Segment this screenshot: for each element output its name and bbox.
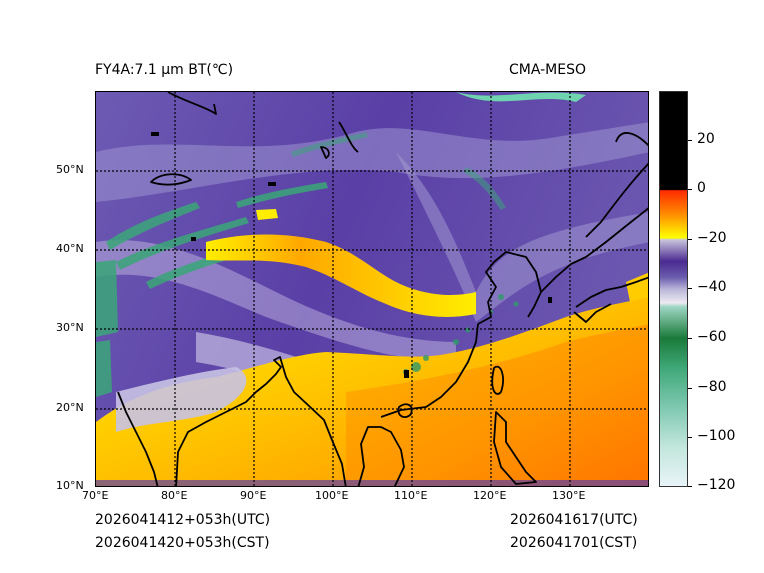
map-title: FY4A:7.1 µm BT(℃) [95, 62, 234, 78]
lat-tick-10n: 10°N [56, 479, 84, 492]
cb-tick-mark-minus120 [688, 486, 692, 487]
map-plot [95, 91, 649, 487]
cb-tick-minus120: −120 [697, 477, 736, 493]
colorbar-gradient [660, 92, 687, 486]
lat-tick-20n: 20°N [56, 401, 84, 414]
cb-tick-0: 0 [697, 180, 706, 196]
colorbar [659, 91, 688, 487]
cb-tick-mark-minus60 [688, 338, 692, 339]
cb-tick-mark-minus100 [688, 437, 692, 438]
lat-tick-50n: 50°N [56, 163, 84, 176]
model-name: CMA-MESO [509, 62, 587, 78]
lat-tick-30n: 30°N [56, 321, 84, 334]
lat-tick-40n: 40°N [56, 242, 84, 255]
lon-tick-90e: 90°E [240, 489, 267, 502]
cb-tick-mark-20 [688, 140, 692, 141]
valid-time-cst: 2026041701(CST) [510, 535, 638, 551]
cb-tick-minus40: −40 [697, 279, 727, 295]
lon-tick-70e: 70°E [82, 489, 109, 502]
cb-tick-mark-minus20 [688, 239, 692, 240]
bt-field-map [96, 92, 648, 486]
cb-tick-minus100: −100 [697, 428, 736, 444]
cb-tick-minus20: −20 [697, 230, 727, 246]
lon-tick-80e: 80°E [161, 489, 188, 502]
valid-time-utc: 2026041617(UTC) [510, 512, 638, 528]
lon-tick-100e: 100°E [315, 489, 349, 502]
init-time-cst: 2026041420+053h(CST) [95, 535, 270, 551]
lon-tick-120e: 120°E [473, 489, 507, 502]
init-time-utc: 2026041412+053h(UTC) [95, 512, 271, 528]
lon-tick-130e: 130°E [552, 489, 586, 502]
cb-tick-minus80: −80 [697, 379, 727, 395]
cb-tick-minus60: −60 [697, 329, 727, 345]
cb-tick-mark-minus40 [688, 288, 692, 289]
cb-tick-mark-0 [688, 189, 692, 190]
cb-tick-20: 20 [697, 131, 715, 147]
lon-tick-110e: 110°E [394, 489, 428, 502]
cb-tick-mark-minus80 [688, 388, 692, 389]
